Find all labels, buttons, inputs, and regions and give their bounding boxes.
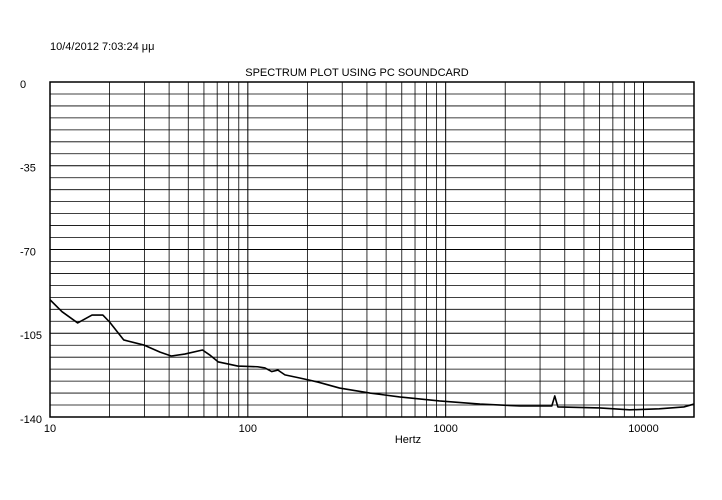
y-tick-label: -105 <box>20 330 42 342</box>
y-tick-label: -70 <box>20 246 36 258</box>
y-tick-label: -140 <box>20 414 42 426</box>
x-tick-label: 1000 <box>433 423 457 435</box>
spectrum-line <box>49 299 695 411</box>
x-tick-label: 10 <box>44 423 56 435</box>
x-tick-label: 100 <box>239 423 257 435</box>
y-tick-label: 0 <box>20 79 26 91</box>
plot-frame <box>49 81 695 418</box>
y-tick-label: -35 <box>20 163 36 175</box>
x-tick-label: 10000 <box>628 423 659 435</box>
x-axis-label: Hertz <box>395 434 421 446</box>
timestamp: 10/4/2012 7:03:24 μμ <box>50 41 154 53</box>
chart-title: SPECTRUM PLOT USING PC SOUNDCARD <box>245 67 469 79</box>
